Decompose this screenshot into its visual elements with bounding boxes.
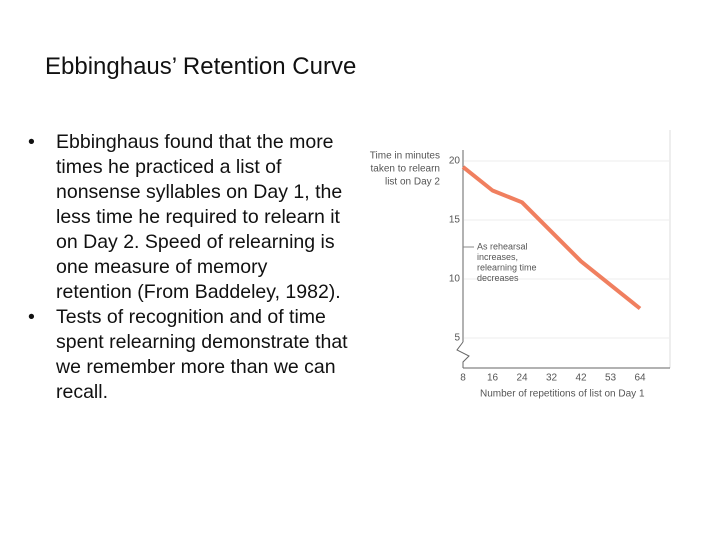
y-axis-label: Time in minutes bbox=[370, 151, 440, 162]
x-tick-label: 16 bbox=[487, 373, 499, 384]
annotation: increases, bbox=[477, 252, 518, 262]
annotation: decreases bbox=[477, 273, 519, 283]
y-tick-label: 15 bbox=[449, 215, 461, 226]
y-axis-label: list on Day 2 bbox=[385, 177, 440, 188]
x-tick-label: 42 bbox=[575, 373, 587, 384]
axis-break bbox=[456, 341, 470, 368]
bullet-list: Ebbinghaus found that the more times he … bbox=[28, 130, 348, 405]
slide-title: Ebbinghaus’ Retention Curve bbox=[45, 53, 357, 80]
x-tick-label: 53 bbox=[605, 373, 617, 384]
y-tick-label: 20 bbox=[449, 156, 461, 167]
x-tick-label: 8 bbox=[460, 373, 466, 384]
bullet: Tests of recognition and of time spent r… bbox=[28, 305, 348, 405]
x-tick-label: 24 bbox=[516, 373, 528, 384]
y-tick-label: 5 bbox=[454, 333, 460, 344]
annotation: As rehearsal bbox=[477, 241, 528, 251]
x-axis-label: Number of repetitions of list on Day 1 bbox=[480, 389, 645, 400]
y-tick-label: 10 bbox=[449, 274, 461, 285]
x-tick-label: 32 bbox=[546, 373, 558, 384]
annotation: relearning time bbox=[477, 262, 537, 272]
bullet: Ebbinghaus found that the more times he … bbox=[28, 130, 348, 305]
x-tick-label: 64 bbox=[634, 373, 646, 384]
y-axis-label: taken to relearn bbox=[371, 164, 441, 175]
data-line bbox=[461, 165, 642, 311]
